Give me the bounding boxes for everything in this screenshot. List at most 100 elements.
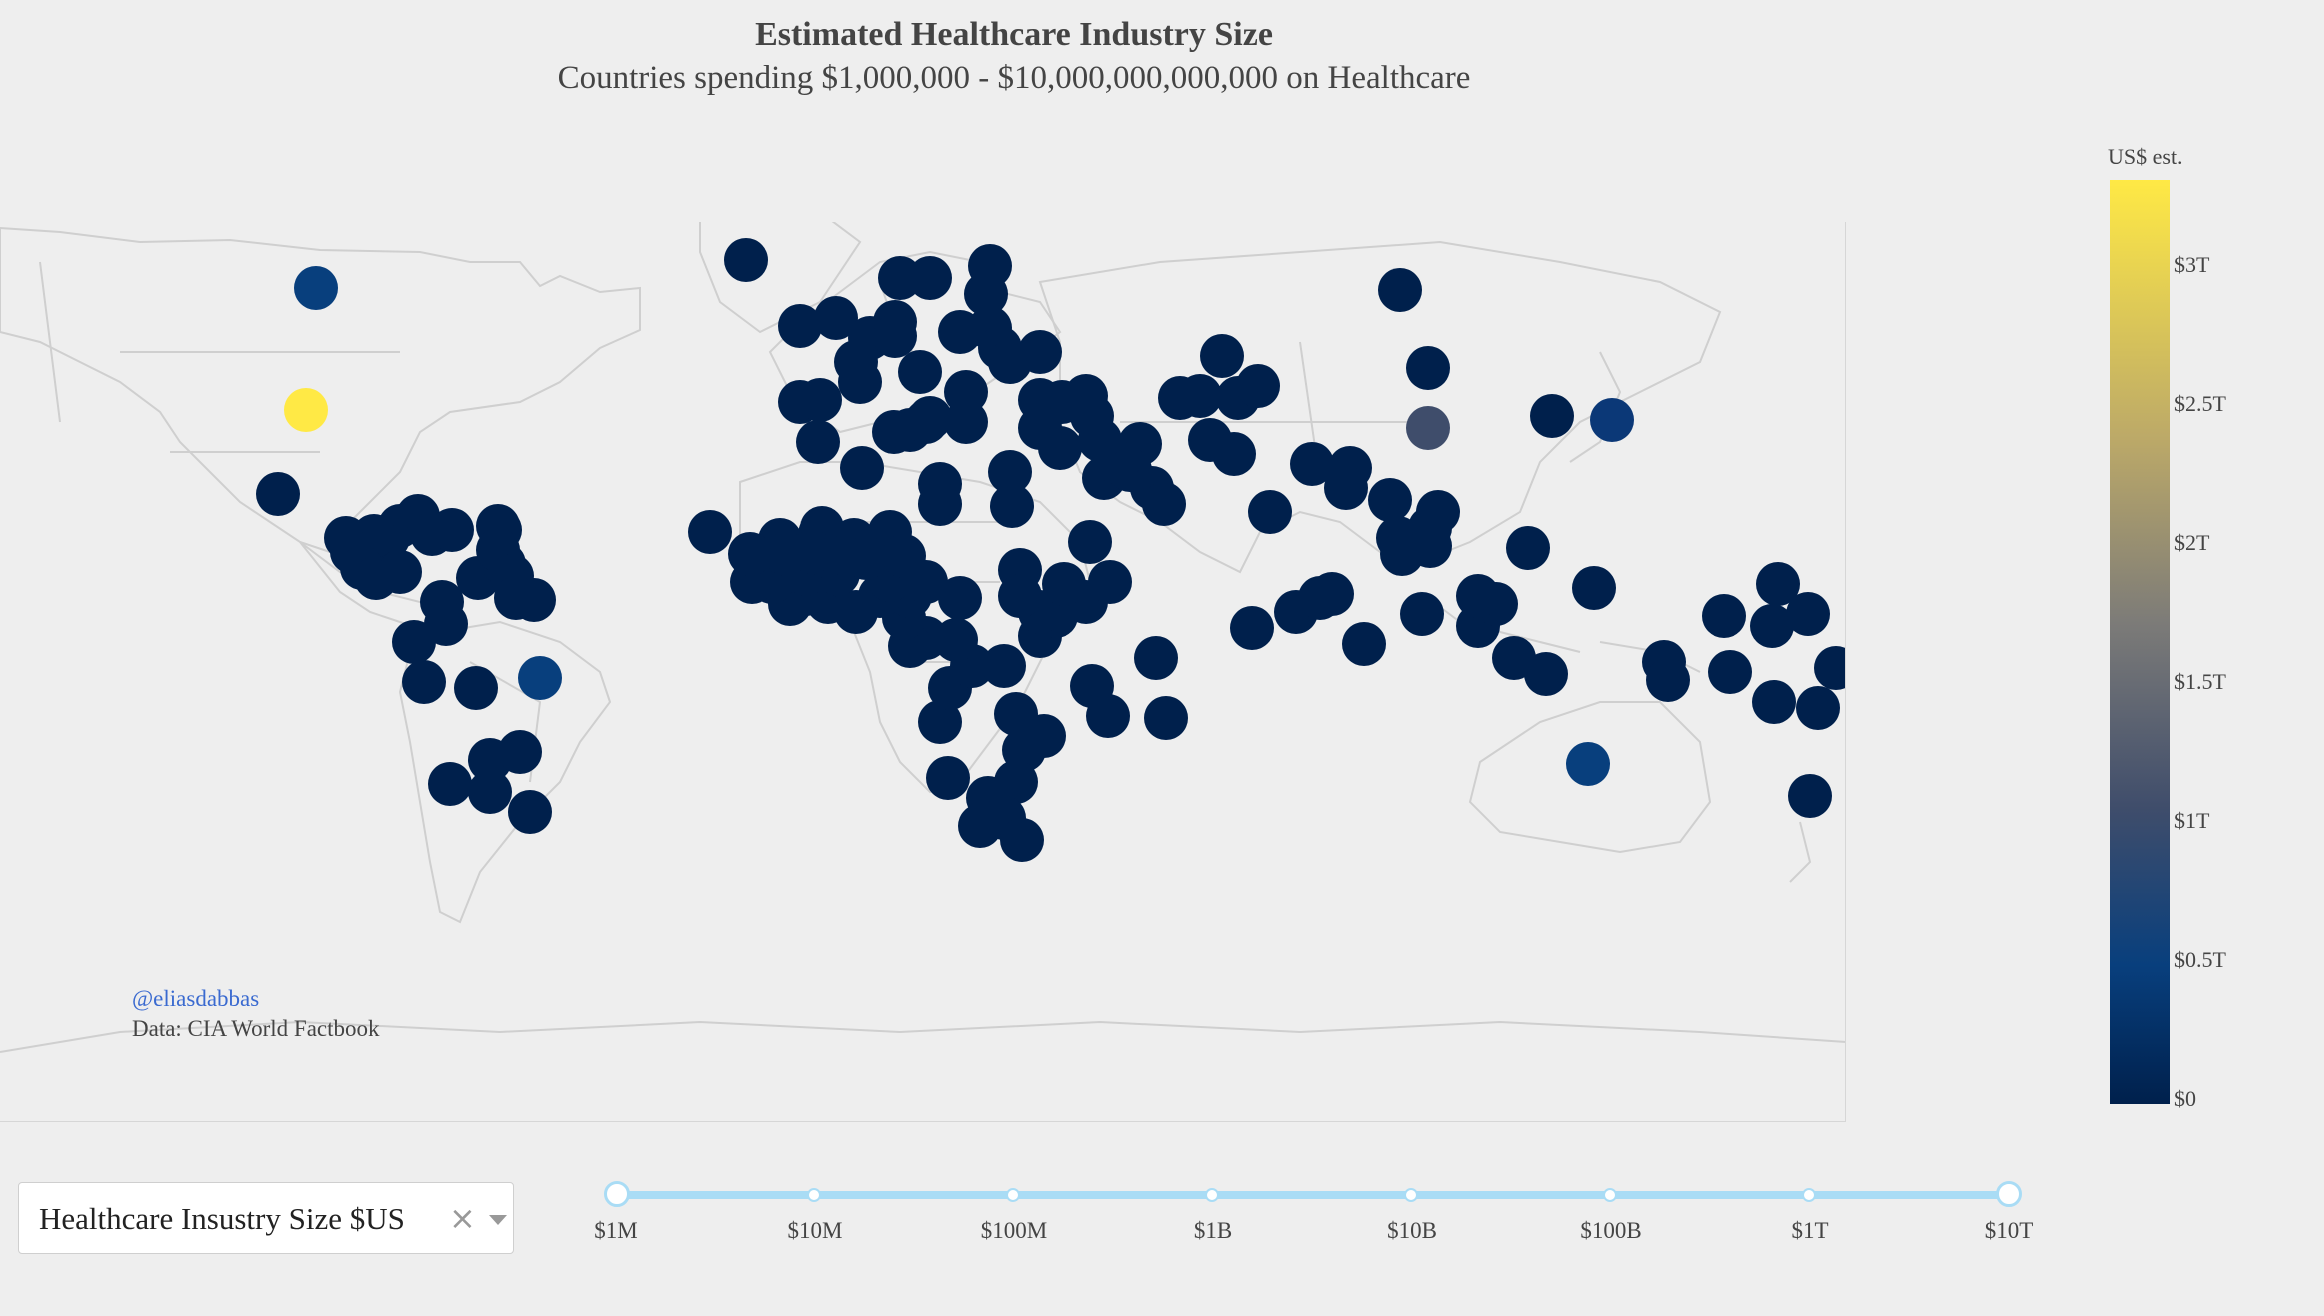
country-marker[interactable] (778, 304, 822, 348)
country-marker[interactable] (990, 484, 1034, 528)
country-marker[interactable] (1380, 532, 1424, 576)
country-marker[interactable] (468, 770, 512, 814)
author-credit-link[interactable]: @eliasdabbas (132, 986, 260, 1011)
country-marker[interactable] (1406, 346, 1450, 390)
slider-label: $10T (1984, 1218, 2034, 1243)
world-map[interactable] (0, 222, 1846, 1122)
range-slider-track[interactable] (616, 1191, 2008, 1199)
country-marker[interactable] (688, 510, 732, 554)
country-marker[interactable] (728, 532, 772, 576)
country-marker[interactable] (378, 550, 422, 594)
country-marker[interactable] (1088, 560, 1132, 604)
country-marker[interactable] (724, 238, 768, 282)
country-marker[interactable] (1144, 696, 1188, 740)
country-marker[interactable] (1786, 592, 1830, 636)
country-marker[interactable] (918, 700, 962, 744)
country-marker[interactable] (1212, 432, 1256, 476)
country-marker[interactable] (1236, 364, 1280, 408)
country-marker[interactable] (294, 266, 338, 310)
slider-mark-dot (1802, 1188, 1816, 1202)
country-marker[interactable] (982, 644, 1026, 688)
country-marker[interactable] (1230, 606, 1274, 650)
country-marker[interactable] (1178, 374, 1222, 418)
country-marker[interactable] (944, 400, 988, 444)
country-marker[interactable] (1324, 466, 1368, 510)
country-marker[interactable] (1086, 694, 1130, 738)
country-marker[interactable] (1702, 594, 1746, 638)
country-marker[interactable] (430, 508, 474, 552)
country-marker[interactable] (938, 576, 982, 620)
country-marker[interactable] (904, 400, 948, 444)
country-marker[interactable] (988, 450, 1032, 494)
country-marker[interactable] (1142, 482, 1186, 526)
country-marker[interactable] (1018, 330, 1062, 374)
country-marker[interactable] (1400, 592, 1444, 636)
range-slider-max-handle[interactable] (1996, 1181, 2022, 1207)
country-marker[interactable] (402, 660, 446, 704)
country-marker[interactable] (1200, 334, 1244, 378)
country-marker[interactable] (1506, 526, 1550, 570)
range-slider-min-handle[interactable] (604, 1181, 630, 1207)
country-marker[interactable] (796, 420, 840, 464)
country-marker[interactable] (1788, 774, 1832, 818)
metric-dropdown[interactable]: Healthcare Insustry Size $US × (18, 1182, 514, 1254)
country-marker[interactable] (838, 360, 882, 404)
country-marker[interactable] (1590, 398, 1634, 442)
country-marker[interactable] (424, 602, 468, 646)
country-marker[interactable] (1530, 394, 1574, 438)
country-marker[interactable] (958, 804, 1002, 848)
country-marker[interactable] (1042, 562, 1086, 606)
colorbar-tick: $2.5T (2174, 391, 2226, 416)
country-marker[interactable] (1378, 268, 1422, 312)
country-marker[interactable] (1572, 566, 1616, 610)
chart-title: Estimated Healthcare Industry Size (755, 16, 1273, 53)
country-marker[interactable] (898, 350, 942, 394)
country-marker[interactable] (1310, 572, 1354, 616)
country-marker[interactable] (498, 730, 542, 774)
country-marker[interactable] (814, 296, 858, 340)
country-marker[interactable] (1290, 442, 1334, 486)
country-marker[interactable] (790, 530, 834, 574)
country-marker[interactable] (998, 574, 1042, 618)
country-marker[interactable] (798, 378, 842, 422)
country-marker[interactable] (1456, 574, 1500, 618)
country-marker[interactable] (918, 482, 962, 526)
chevron-down-icon[interactable] (489, 1215, 507, 1225)
country-marker[interactable] (1416, 490, 1460, 534)
country-marker[interactable] (284, 388, 328, 432)
country-marker[interactable] (964, 272, 1008, 316)
country-marker[interactable] (1134, 636, 1178, 680)
country-marker[interactable] (1000, 818, 1044, 862)
country-marker[interactable] (256, 472, 300, 516)
country-marker[interactable] (1068, 520, 1112, 564)
country-marker[interactable] (1524, 652, 1568, 696)
country-marker[interactable] (1752, 680, 1796, 724)
country-marker[interactable] (1756, 562, 1800, 606)
country-marker[interactable] (1342, 622, 1386, 666)
country-marker[interactable] (1406, 406, 1450, 450)
country-marker[interactable] (428, 762, 472, 806)
country-marker[interactable] (1814, 646, 1846, 690)
country-marker[interactable] (908, 256, 952, 300)
slider-label: $1T (1791, 1218, 1829, 1243)
country-marker[interactable] (518, 656, 562, 700)
country-marker[interactable] (840, 446, 884, 490)
country-marker[interactable] (1368, 478, 1412, 522)
country-marker[interactable] (392, 620, 436, 664)
country-marker[interactable] (1750, 604, 1794, 648)
country-marker[interactable] (454, 666, 498, 710)
country-marker[interactable] (1708, 650, 1752, 694)
slider-mark-dot (1006, 1188, 1020, 1202)
country-marker[interactable] (926, 756, 970, 800)
country-marker[interactable] (1796, 686, 1840, 730)
country-marker[interactable] (1038, 426, 1082, 470)
country-marker[interactable] (1646, 658, 1690, 702)
country-marker[interactable] (494, 576, 538, 620)
country-marker[interactable] (844, 536, 888, 580)
country-marker[interactable] (1566, 742, 1610, 786)
clear-icon[interactable]: × (449, 1199, 476, 1237)
country-marker[interactable] (508, 790, 552, 834)
country-marker[interactable] (873, 314, 917, 358)
country-marker[interactable] (904, 560, 948, 604)
country-marker[interactable] (1248, 490, 1292, 534)
